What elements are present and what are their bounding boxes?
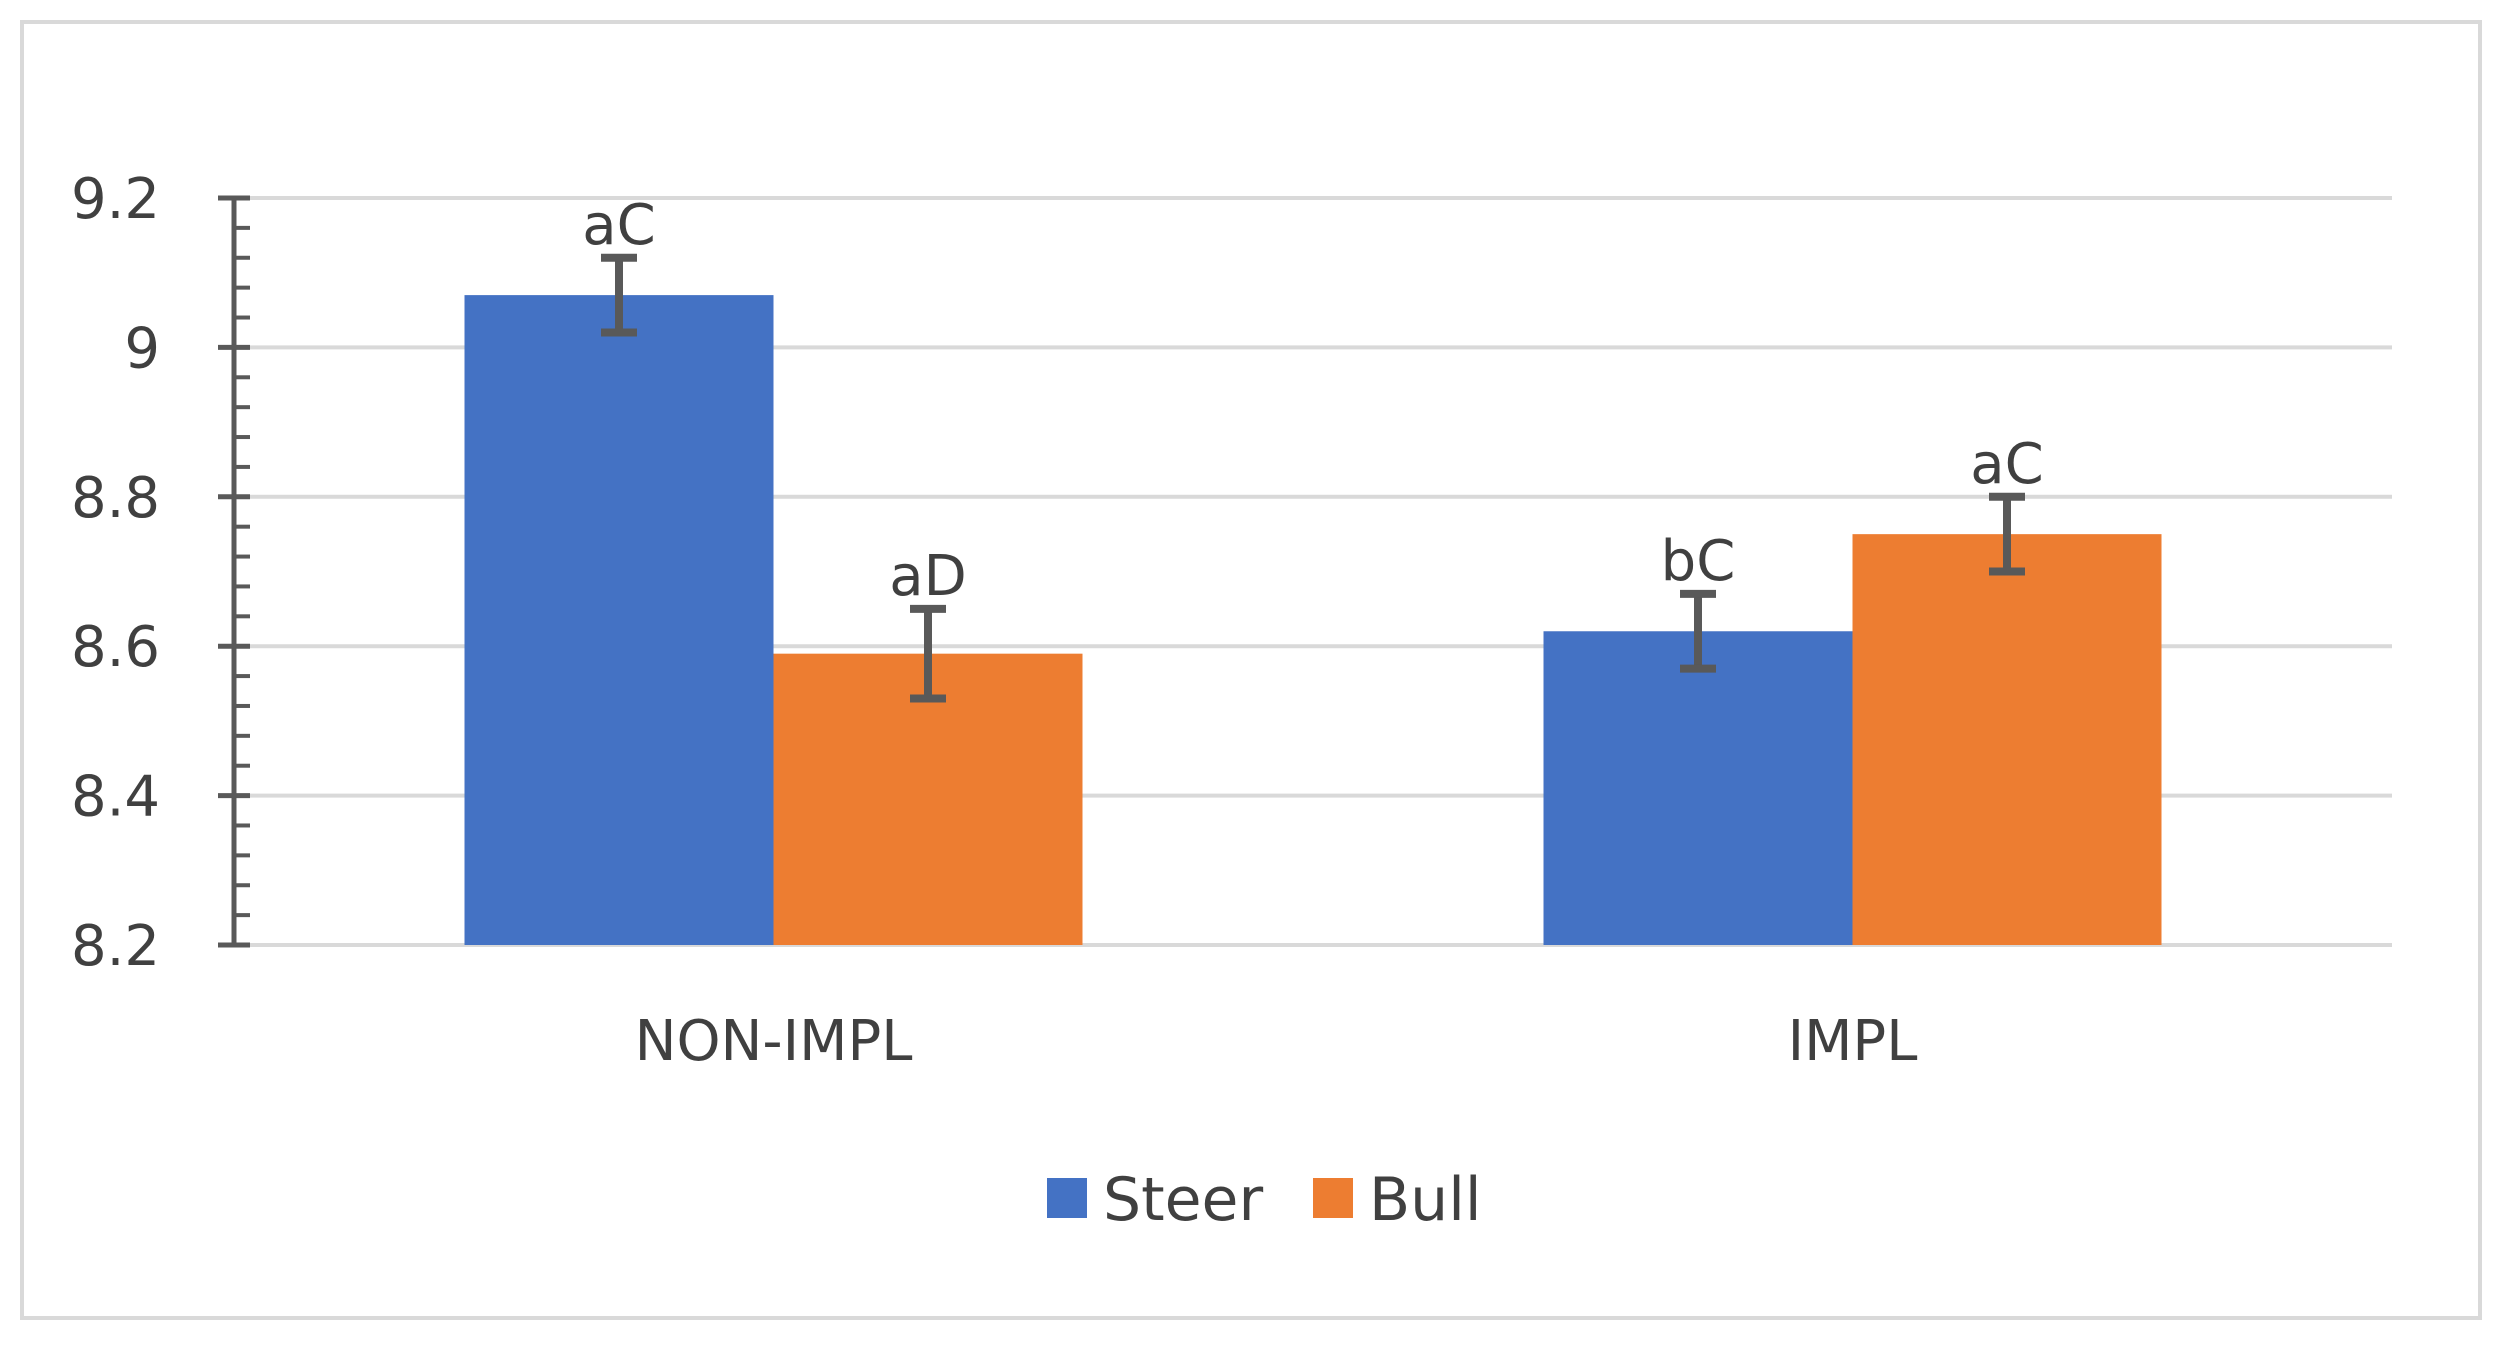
y-tick-label: 8.6 [71, 615, 160, 680]
legend-swatch-steer [1047, 1178, 1087, 1218]
data-label: bC [1661, 529, 1736, 594]
bar-steer-impl [1543, 631, 1853, 945]
y-tick-label: 9.2 [71, 167, 160, 232]
data-label: aC [1970, 432, 2043, 497]
x-tick-label: NON-IMPL [635, 1009, 913, 1074]
legend-label: Steer [1103, 1165, 1263, 1235]
data-label: aD [889, 544, 966, 609]
data-label: aC [582, 193, 655, 258]
x-tick-label: IMPL [1788, 1009, 1918, 1074]
y-tick-label: 8.4 [71, 765, 160, 830]
x-axis-labels: NON-IMPL IMPL [635, 1009, 1918, 1074]
bar-bull-impl [1852, 534, 2162, 945]
y-axis: 8.2 8.4 8.6 8.8 9 9.2 [71, 167, 250, 979]
data-labels: aC aD bC aC [582, 193, 2043, 609]
legend: Steer Bull [1047, 1165, 1482, 1235]
bar-steer-non-impl [464, 295, 774, 945]
y-tick-label: 8.2 [71, 914, 160, 979]
error-bars [601, 253, 2025, 703]
legend-swatch-bull [1313, 1178, 1353, 1218]
y-tick-label: 9 [124, 316, 160, 381]
bars [464, 295, 2162, 945]
legend-label: Bull [1369, 1165, 1482, 1235]
y-tick-label: 8.8 [71, 466, 160, 531]
